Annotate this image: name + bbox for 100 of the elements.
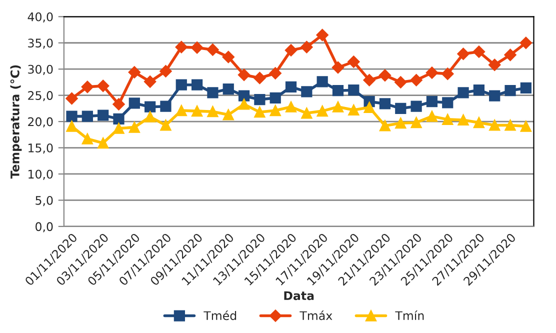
point	[316, 76, 328, 88]
point	[348, 56, 360, 68]
point	[66, 110, 78, 122]
point	[160, 100, 172, 112]
point	[332, 61, 344, 74]
point	[207, 106, 218, 118]
point	[395, 102, 406, 114]
y-tick-label: 20,0	[28, 117, 53, 128]
point	[144, 76, 156, 88]
point	[128, 122, 140, 133]
point	[395, 118, 406, 129]
point	[160, 120, 172, 131]
point	[379, 120, 391, 132]
x-axis-title: Data	[284, 291, 314, 300]
point	[176, 79, 187, 90]
point	[504, 85, 516, 96]
point	[394, 76, 407, 88]
point	[410, 100, 422, 112]
y-tick-label: 40,0	[28, 12, 53, 23]
point	[160, 65, 172, 78]
point	[222, 83, 234, 95]
point	[332, 85, 344, 96]
legend-label: Tmín	[395, 310, 424, 320]
point	[192, 79, 203, 90]
legend-label: Tméd	[204, 310, 236, 320]
point	[81, 80, 94, 94]
point	[207, 87, 218, 98]
point	[222, 109, 234, 120]
point	[66, 92, 78, 105]
point	[98, 110, 109, 121]
y-tick-label: 25,0	[28, 91, 53, 102]
point	[442, 97, 454, 108]
point	[270, 104, 281, 116]
point	[316, 106, 328, 117]
point	[473, 117, 485, 128]
point	[364, 102, 375, 113]
y-axis-title: Temperatura (°C)	[10, 65, 22, 179]
point	[379, 98, 391, 110]
point	[442, 68, 454, 80]
point	[175, 40, 188, 54]
point	[254, 94, 266, 106]
point	[238, 90, 250, 102]
point	[190, 42, 204, 54]
point	[520, 82, 532, 94]
point	[363, 74, 376, 86]
y-tick-label: 35,0	[28, 38, 53, 49]
point	[489, 90, 500, 102]
point	[458, 87, 469, 98]
point	[176, 104, 187, 116]
point	[206, 44, 219, 56]
legend-label: Tmáx	[300, 310, 332, 320]
point	[504, 48, 516, 62]
point	[472, 46, 486, 58]
point	[426, 96, 438, 108]
point	[269, 67, 282, 80]
point	[113, 113, 124, 124]
y-tick-label: 15,0	[28, 143, 53, 154]
point	[410, 117, 422, 128]
point	[82, 133, 93, 144]
point	[332, 101, 344, 112]
point	[316, 28, 328, 42]
point	[489, 120, 500, 131]
point	[458, 114, 469, 126]
point	[128, 98, 140, 109]
point	[144, 101, 156, 112]
point	[270, 92, 281, 104]
point	[285, 101, 297, 112]
point	[520, 120, 532, 132]
point	[66, 120, 78, 132]
point	[473, 84, 485, 96]
point	[238, 68, 250, 81]
point	[504, 120, 516, 131]
point	[426, 110, 438, 122]
point	[222, 50, 234, 64]
point	[442, 114, 454, 126]
point	[348, 84, 360, 96]
point	[457, 48, 470, 60]
point	[410, 74, 422, 86]
point	[238, 98, 250, 110]
point	[284, 44, 298, 56]
point	[144, 111, 156, 122]
point	[254, 72, 266, 84]
point	[96, 80, 110, 92]
y-tick-label: 0,0	[36, 222, 53, 232]
y-tick-label: 10,0	[28, 170, 53, 180]
point	[426, 66, 438, 79]
point	[254, 106, 266, 118]
point	[301, 86, 312, 98]
point	[98, 137, 109, 149]
point	[113, 122, 124, 134]
point	[285, 81, 297, 92]
point	[300, 40, 313, 54]
y-tick-label: 5,0	[36, 196, 53, 206]
y-tick-label: 30,0	[28, 64, 53, 75]
point	[192, 106, 203, 117]
point	[128, 66, 141, 78]
point	[378, 69, 392, 82]
point	[112, 98, 125, 110]
point	[488, 58, 501, 71]
point	[82, 110, 93, 122]
